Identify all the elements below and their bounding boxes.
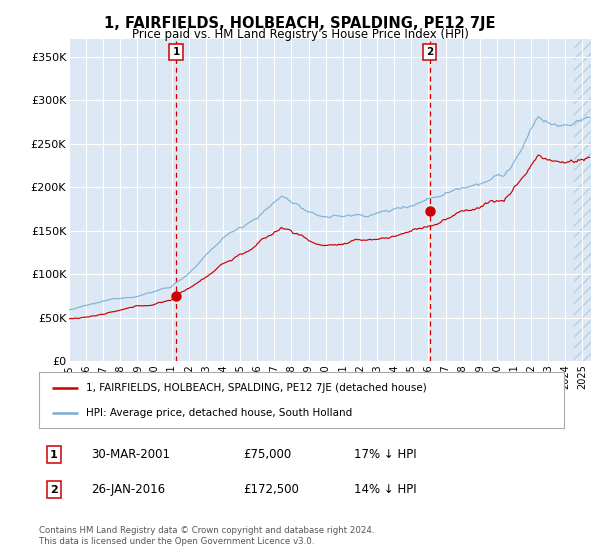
- Text: 1, FAIRFIELDS, HOLBEACH, SPALDING, PE12 7JE (detached house): 1, FAIRFIELDS, HOLBEACH, SPALDING, PE12 …: [86, 382, 427, 393]
- Text: 2: 2: [50, 484, 58, 494]
- Text: 17% ↓ HPI: 17% ↓ HPI: [354, 448, 416, 461]
- Text: 26-JAN-2016: 26-JAN-2016: [91, 483, 166, 496]
- Text: 14% ↓ HPI: 14% ↓ HPI: [354, 483, 416, 496]
- Text: 2: 2: [426, 47, 433, 57]
- Text: £75,000: £75,000: [244, 448, 292, 461]
- Text: 30-MAR-2001: 30-MAR-2001: [91, 448, 170, 461]
- Text: 1: 1: [50, 450, 58, 460]
- Text: 1, FAIRFIELDS, HOLBEACH, SPALDING, PE12 7JE: 1, FAIRFIELDS, HOLBEACH, SPALDING, PE12 …: [104, 16, 496, 31]
- Text: 1: 1: [172, 47, 179, 57]
- Bar: [574, 39, 591, 361]
- Bar: [574, 39, 591, 361]
- Text: Price paid vs. HM Land Registry's House Price Index (HPI): Price paid vs. HM Land Registry's House …: [131, 28, 469, 41]
- Text: Contains HM Land Registry data © Crown copyright and database right 2024.
This d: Contains HM Land Registry data © Crown c…: [39, 526, 374, 546]
- Text: HPI: Average price, detached house, South Holland: HPI: Average price, detached house, Sout…: [86, 408, 353, 418]
- Text: £172,500: £172,500: [244, 483, 299, 496]
